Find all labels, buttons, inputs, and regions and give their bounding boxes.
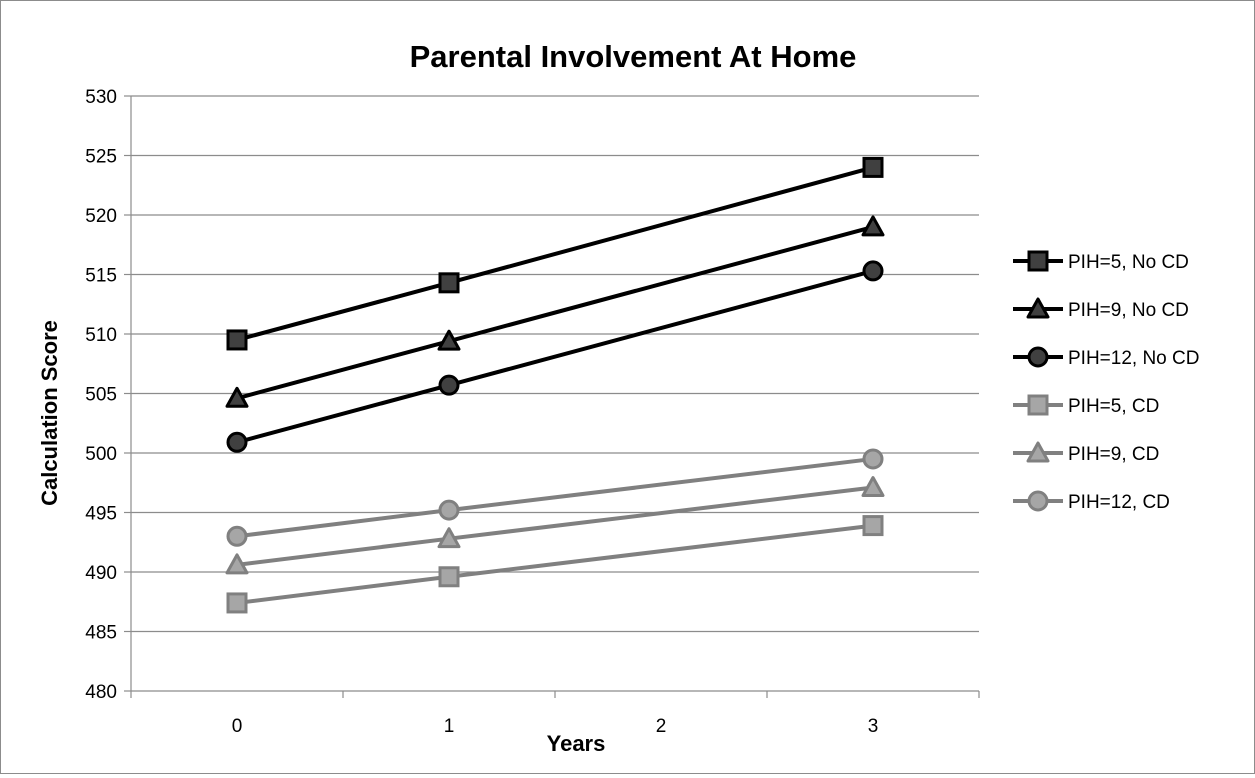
data-point [438, 566, 460, 588]
legend-item: PIH=12, No CD [1013, 346, 1199, 369]
series-4 [226, 515, 884, 614]
series-2 [225, 215, 885, 408]
legend-label: PIH=9, CD [1068, 444, 1159, 465]
legend-item: PIH=9, No CD [1013, 297, 1189, 321]
y-tick-label: 495 [85, 504, 117, 525]
series-1 [226, 156, 884, 351]
legend-label: PIH=12, No CD [1068, 348, 1199, 369]
data-point [226, 525, 248, 547]
legend-marker [1027, 346, 1049, 368]
y-tick-label: 500 [85, 444, 117, 465]
legend-marker [1026, 441, 1050, 463]
x-tick-label: 3 [868, 716, 879, 737]
series-5 [225, 476, 885, 575]
legend-label: PIH=9, No CD [1068, 300, 1189, 321]
data-point [225, 553, 249, 575]
series-line [236, 523, 874, 605]
y-tick-label: 485 [85, 623, 117, 644]
y-axis-title: Calculation Score [37, 320, 62, 506]
data-point [438, 374, 460, 396]
data-point [862, 448, 884, 470]
data-point [438, 272, 460, 294]
legend-label: PIH=5, CD [1068, 396, 1159, 417]
legend: PIH=5, No CD PIH=9, No CD PIH=12, No CD PIH… [1013, 250, 1199, 513]
data-point [861, 476, 885, 498]
y-tick-label: 530 [85, 87, 117, 108]
legend-marker [1027, 250, 1049, 272]
series-group [225, 156, 885, 614]
chart-title: Parental Involvement At Home [410, 39, 857, 74]
x-axis-title: Years [547, 731, 606, 756]
legend-marker [1026, 297, 1050, 319]
data-point [226, 431, 248, 453]
x-tick-label: 1 [444, 716, 455, 737]
data-point [437, 329, 461, 351]
data-point [862, 156, 884, 178]
legend-item: PIH=5, No CD [1013, 250, 1189, 273]
legend-item: PIH=12, CD [1013, 490, 1170, 513]
x-tick-label: 2 [656, 716, 667, 737]
data-point [226, 329, 248, 351]
x-tick-label: 0 [232, 716, 243, 737]
data-point [437, 527, 461, 549]
legend-label: PIH=5, No CD [1068, 252, 1189, 273]
y-tick-label: 510 [85, 325, 117, 346]
series-line [236, 268, 874, 445]
data-point [862, 515, 884, 537]
series-3 [226, 260, 884, 453]
y-tick-label: 515 [85, 266, 117, 287]
y-tick-label: 505 [85, 385, 117, 406]
series-6 [226, 448, 884, 547]
data-point [226, 592, 248, 614]
data-point [225, 386, 249, 408]
legend-item: PIH=9, CD [1013, 441, 1159, 465]
gridlines [131, 95, 979, 633]
y-tick-label: 480 [85, 682, 117, 703]
data-point [861, 215, 885, 237]
data-point [862, 260, 884, 282]
y-tick-label: 490 [85, 563, 117, 584]
y-tick-label: 520 [85, 206, 117, 227]
y-tick-label: 525 [85, 147, 117, 168]
axes: 480 485 490 495 500 505 510 515 520 525 530 0 1 2 3 [85, 87, 980, 737]
legend-label: PIH=12, CD [1068, 492, 1170, 513]
legend-marker [1027, 490, 1049, 512]
legend-marker [1027, 394, 1049, 416]
legend-item: PIH=5, CD [1013, 394, 1159, 417]
data-point [438, 499, 460, 521]
